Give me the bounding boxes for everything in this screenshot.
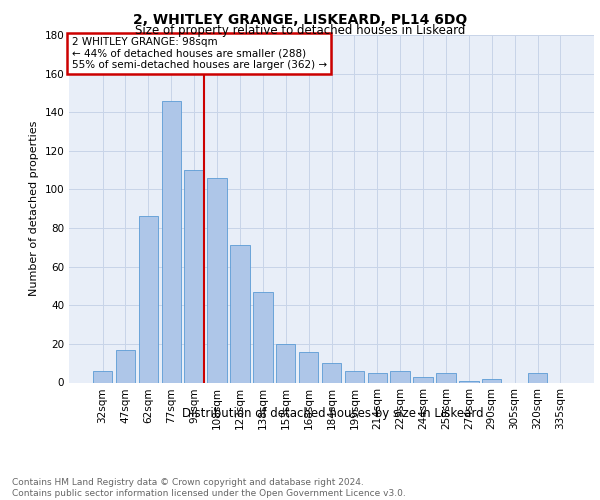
Bar xyxy=(93,371,112,382)
Bar xyxy=(276,344,295,383)
Bar xyxy=(299,352,319,382)
Bar xyxy=(436,373,455,382)
Bar xyxy=(230,246,250,382)
Y-axis label: Number of detached properties: Number of detached properties xyxy=(29,121,39,296)
Text: Distribution of detached houses by size in Liskeard: Distribution of detached houses by size … xyxy=(182,408,484,420)
Bar xyxy=(116,350,135,382)
Text: 2, WHITLEY GRANGE, LISKEARD, PL14 6DQ: 2, WHITLEY GRANGE, LISKEARD, PL14 6DQ xyxy=(133,12,467,26)
Bar xyxy=(253,292,272,382)
Bar xyxy=(459,380,479,382)
Bar xyxy=(161,100,181,382)
Bar xyxy=(184,170,204,382)
Text: Contains HM Land Registry data © Crown copyright and database right 2024.
Contai: Contains HM Land Registry data © Crown c… xyxy=(12,478,406,498)
Bar xyxy=(139,216,158,382)
Bar xyxy=(482,378,502,382)
Bar xyxy=(413,376,433,382)
Bar xyxy=(391,371,410,382)
Bar xyxy=(368,373,387,382)
Bar xyxy=(528,373,547,382)
Text: Size of property relative to detached houses in Liskeard: Size of property relative to detached ho… xyxy=(135,24,465,37)
Bar xyxy=(208,178,227,382)
Bar xyxy=(322,363,341,382)
Text: 2 WHITLEY GRANGE: 98sqm
← 44% of detached houses are smaller (288)
55% of semi-d: 2 WHITLEY GRANGE: 98sqm ← 44% of detache… xyxy=(71,36,327,70)
Bar xyxy=(344,371,364,382)
